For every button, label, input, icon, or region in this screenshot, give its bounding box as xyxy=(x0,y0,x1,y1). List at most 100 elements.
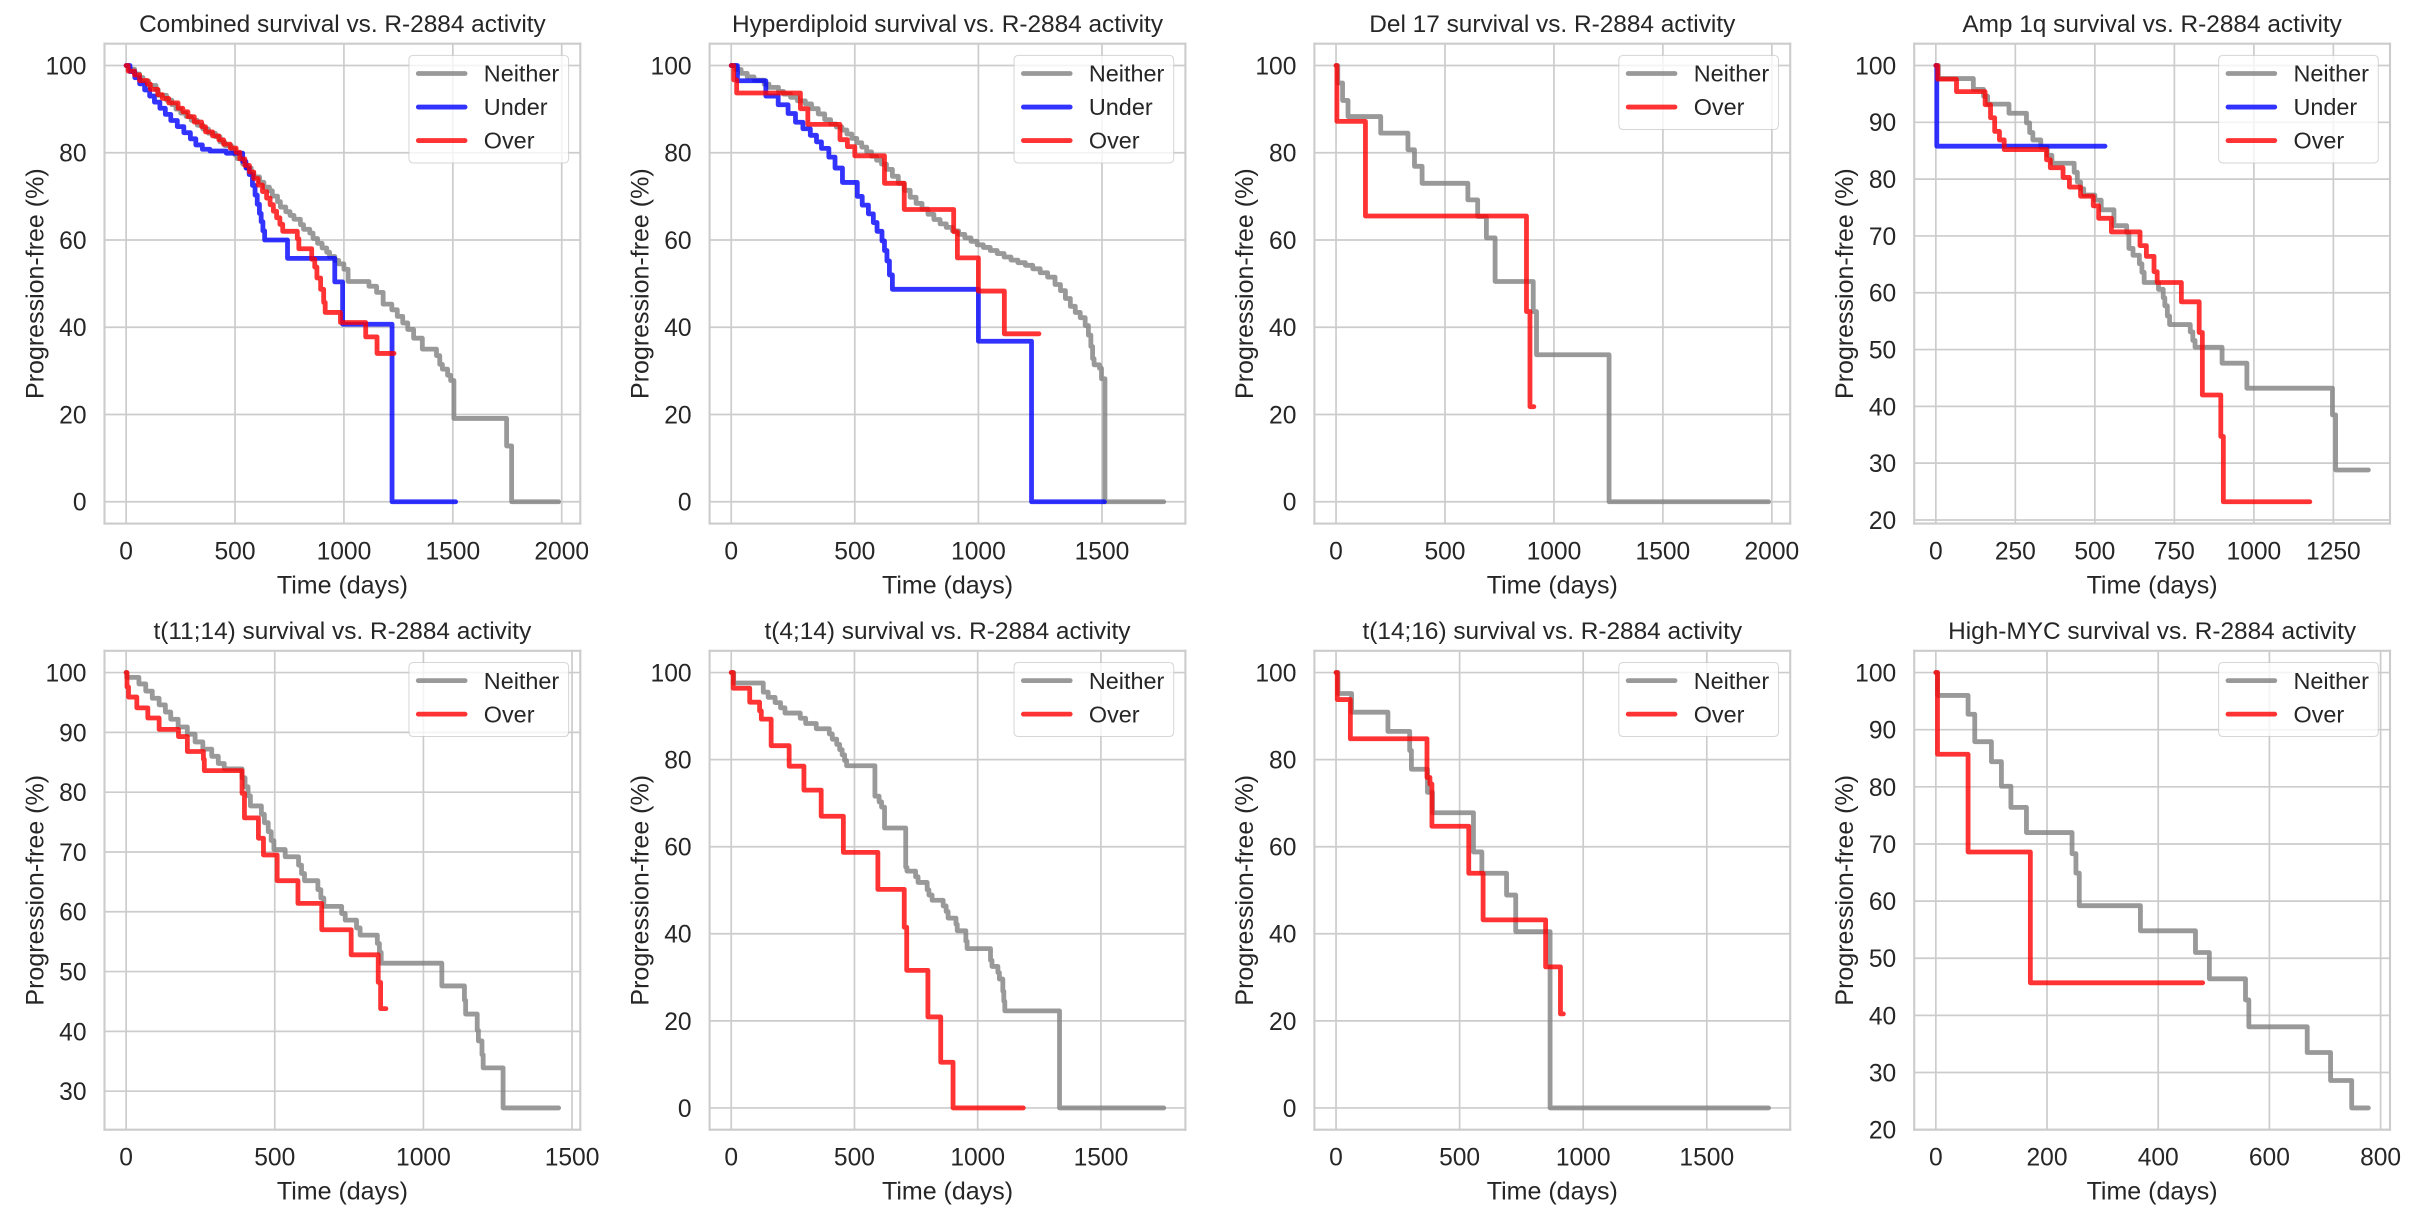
svg-text:60: 60 xyxy=(1269,835,1296,862)
svg-text:Over: Over xyxy=(484,128,535,154)
svg-text:0: 0 xyxy=(678,1096,692,1123)
svg-text:0: 0 xyxy=(1329,538,1343,565)
svg-text:60: 60 xyxy=(664,228,691,255)
svg-text:30: 30 xyxy=(1869,1060,1896,1087)
svg-text:50: 50 xyxy=(59,959,86,986)
svg-text:90: 90 xyxy=(59,720,86,747)
svg-text:70: 70 xyxy=(1869,224,1896,251)
svg-text:2000: 2000 xyxy=(1744,538,1799,565)
svg-text:0: 0 xyxy=(119,538,133,565)
svg-text:1500: 1500 xyxy=(1679,1145,1734,1172)
svg-text:40: 40 xyxy=(1269,315,1296,342)
svg-text:Neither: Neither xyxy=(484,61,560,87)
svg-text:1000: 1000 xyxy=(1527,538,1582,565)
svg-text:1500: 1500 xyxy=(425,538,480,565)
svg-text:Over: Over xyxy=(1089,701,1140,727)
svg-text:0: 0 xyxy=(724,1145,738,1172)
svg-text:60: 60 xyxy=(1869,281,1896,308)
svg-text:Time (days): Time (days) xyxy=(2087,572,2218,600)
svg-text:40: 40 xyxy=(664,315,691,342)
svg-text:80: 80 xyxy=(1269,141,1296,168)
svg-text:20: 20 xyxy=(59,402,86,429)
svg-text:0: 0 xyxy=(1283,490,1297,517)
svg-text:1000: 1000 xyxy=(2227,538,2282,565)
svg-text:Time (days): Time (days) xyxy=(1487,572,1618,600)
svg-text:0: 0 xyxy=(119,1145,133,1172)
svg-text:Hyperdiploid survival vs. R-28: Hyperdiploid survival vs. R-2884 activit… xyxy=(732,11,1164,38)
svg-text:Over: Over xyxy=(2294,701,2345,727)
svg-text:40: 40 xyxy=(664,922,691,949)
svg-text:0: 0 xyxy=(73,490,87,517)
svg-text:40: 40 xyxy=(1269,922,1296,949)
svg-text:0: 0 xyxy=(1329,1145,1343,1172)
svg-text:Time (days): Time (days) xyxy=(1487,1178,1618,1206)
svg-text:20: 20 xyxy=(664,1009,691,1036)
svg-text:Neither: Neither xyxy=(484,668,560,694)
svg-text:500: 500 xyxy=(834,538,875,565)
svg-text:1000: 1000 xyxy=(396,1145,451,1172)
svg-text:Time (days): Time (days) xyxy=(277,572,408,600)
svg-text:Neither: Neither xyxy=(2294,61,2370,87)
svg-text:Under: Under xyxy=(2294,94,2358,120)
svg-text:90: 90 xyxy=(1869,718,1896,745)
svg-text:0: 0 xyxy=(678,490,692,517)
svg-text:100: 100 xyxy=(1255,660,1296,687)
svg-text:70: 70 xyxy=(59,840,86,867)
svg-text:t(11;14) survival vs. R-2884 a: t(11;14) survival vs. R-2884 activity xyxy=(154,618,533,645)
svg-text:Neither: Neither xyxy=(1694,668,1770,694)
svg-text:Over: Over xyxy=(1089,128,1140,154)
svg-text:40: 40 xyxy=(1869,1003,1896,1030)
svg-text:60: 60 xyxy=(1869,889,1896,916)
svg-text:Amp 1q survival vs. R-2884 act: Amp 1q survival vs. R-2884 activity xyxy=(1962,11,2342,38)
svg-text:500: 500 xyxy=(254,1145,295,1172)
svg-text:Over: Over xyxy=(1694,94,1745,120)
svg-text:80: 80 xyxy=(59,141,86,168)
svg-text:400: 400 xyxy=(2138,1145,2179,1172)
svg-text:100: 100 xyxy=(651,660,692,687)
svg-text:0: 0 xyxy=(1929,538,1943,565)
svg-text:0: 0 xyxy=(724,538,738,565)
svg-text:600: 600 xyxy=(2249,1145,2290,1172)
svg-text:0: 0 xyxy=(1929,1145,1943,1172)
svg-text:Del 17 survival vs. R-2884 act: Del 17 survival vs. R-2884 activity xyxy=(1369,11,1736,38)
svg-text:1500: 1500 xyxy=(1075,538,1130,565)
svg-text:1500: 1500 xyxy=(1636,538,1691,565)
svg-text:500: 500 xyxy=(1439,1145,1480,1172)
svg-text:80: 80 xyxy=(59,780,86,807)
svg-text:500: 500 xyxy=(215,538,256,565)
svg-text:Neither: Neither xyxy=(2294,668,2370,694)
svg-text:1000: 1000 xyxy=(1556,1145,1611,1172)
svg-text:70: 70 xyxy=(1869,832,1896,859)
svg-text:40: 40 xyxy=(1869,394,1896,421)
svg-text:100: 100 xyxy=(1855,53,1896,80)
svg-text:100: 100 xyxy=(45,660,86,687)
svg-text:200: 200 xyxy=(2026,1145,2067,1172)
svg-text:Neither: Neither xyxy=(1089,668,1165,694)
svg-text:750: 750 xyxy=(2154,538,2195,565)
svg-text:30: 30 xyxy=(59,1079,86,1106)
svg-text:20: 20 xyxy=(1869,1118,1896,1145)
svg-text:20: 20 xyxy=(1269,1009,1296,1036)
svg-text:Over: Over xyxy=(2294,128,2345,154)
svg-text:80: 80 xyxy=(664,748,691,775)
svg-text:Under: Under xyxy=(1089,94,1153,120)
svg-text:Progression-free (%): Progression-free (%) xyxy=(626,168,654,399)
svg-text:100: 100 xyxy=(651,53,692,80)
svg-text:90: 90 xyxy=(1869,110,1896,137)
svg-text:60: 60 xyxy=(59,228,86,255)
svg-text:60: 60 xyxy=(1269,228,1296,255)
svg-text:20: 20 xyxy=(1269,402,1296,429)
svg-text:250: 250 xyxy=(1995,538,2036,565)
svg-text:20: 20 xyxy=(664,402,691,429)
svg-text:20: 20 xyxy=(1869,508,1896,535)
svg-text:t(4;14) survival vs. R-2884 ac: t(4;14) survival vs. R-2884 activity xyxy=(765,618,1132,645)
svg-text:1000: 1000 xyxy=(951,538,1006,565)
svg-text:2000: 2000 xyxy=(534,538,589,565)
svg-text:40: 40 xyxy=(59,1019,86,1046)
svg-text:1500: 1500 xyxy=(545,1145,600,1172)
svg-text:High-MYC survival vs. R-2884 a: High-MYC survival vs. R-2884 activity xyxy=(1948,618,2357,645)
svg-text:0: 0 xyxy=(1283,1096,1297,1123)
svg-text:40: 40 xyxy=(59,315,86,342)
svg-text:1500: 1500 xyxy=(1074,1145,1129,1172)
svg-text:50: 50 xyxy=(1869,946,1896,973)
